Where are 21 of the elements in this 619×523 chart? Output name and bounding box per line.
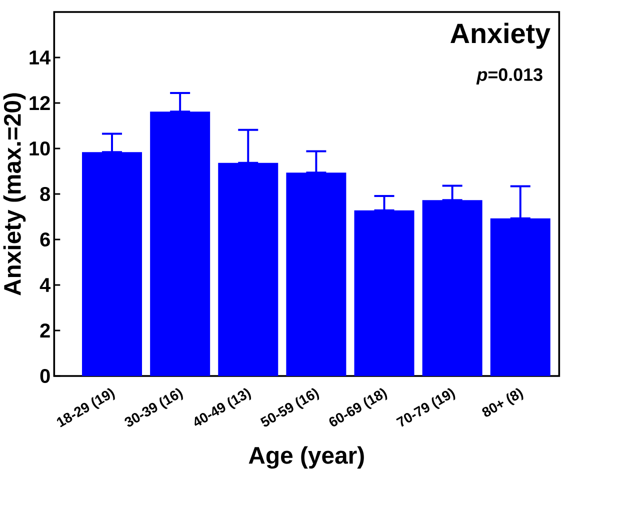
y-tick-label: 4 <box>40 278 51 292</box>
bar <box>150 112 210 376</box>
bar <box>218 162 278 376</box>
bar <box>490 218 550 376</box>
x-axis-title: Age (year) <box>248 446 364 469</box>
chart-title: Anxiety <box>450 22 550 49</box>
bar <box>354 210 414 376</box>
y-axis-title: Anxiety (max.=20) <box>3 93 26 296</box>
bar <box>286 172 346 376</box>
y-tick-label: 8 <box>40 186 50 202</box>
bar <box>422 200 482 376</box>
y-tick-label: 2 <box>40 324 50 338</box>
y-tick-label: 12 <box>30 96 50 110</box>
x-tick-label: 80+ (8) <box>482 388 524 417</box>
y-tick-label: 14 <box>30 50 51 64</box>
bar <box>82 152 142 376</box>
x-tick-label: 40-49 (13) <box>194 388 252 426</box>
y-tick-label: 6 <box>40 232 50 247</box>
y-tick-label: 0 <box>40 368 50 384</box>
annotation: p=0.013 <box>476 68 542 85</box>
y-tick-label: 10 <box>30 141 50 156</box>
